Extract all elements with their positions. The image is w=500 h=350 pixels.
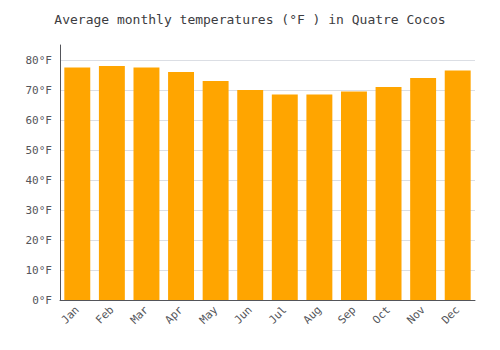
svg-text:40°F: 40°F	[26, 174, 53, 187]
svg-text:Nov: Nov	[404, 303, 427, 326]
svg-text:Jun: Jun	[232, 303, 255, 326]
svg-text:Oct: Oct	[370, 303, 393, 326]
svg-text:Sep: Sep	[335, 303, 358, 326]
svg-text:Apr: Apr	[162, 303, 185, 326]
svg-text:Average monthly temperatures (: Average monthly temperatures (°F ) in Qu…	[54, 12, 445, 27]
svg-text:Dec: Dec	[439, 303, 462, 326]
svg-text:60°F: 60°F	[26, 114, 53, 127]
svg-text:0°F: 0°F	[32, 294, 52, 307]
svg-text:Jan: Jan	[59, 303, 82, 326]
svg-text:10°F: 10°F	[26, 264, 53, 277]
svg-text:Jul: Jul	[266, 303, 289, 326]
svg-text:Feb: Feb	[93, 303, 116, 326]
svg-text:Aug: Aug	[301, 303, 324, 326]
svg-text:20°F: 20°F	[26, 234, 53, 247]
svg-text:50°F: 50°F	[26, 144, 53, 157]
svg-text:Mar: Mar	[128, 303, 151, 326]
svg-text:30°F: 30°F	[26, 204, 53, 217]
svg-text:70°F: 70°F	[26, 84, 53, 97]
svg-text:May: May	[197, 303, 220, 326]
svg-text:80°F: 80°F	[26, 54, 53, 67]
